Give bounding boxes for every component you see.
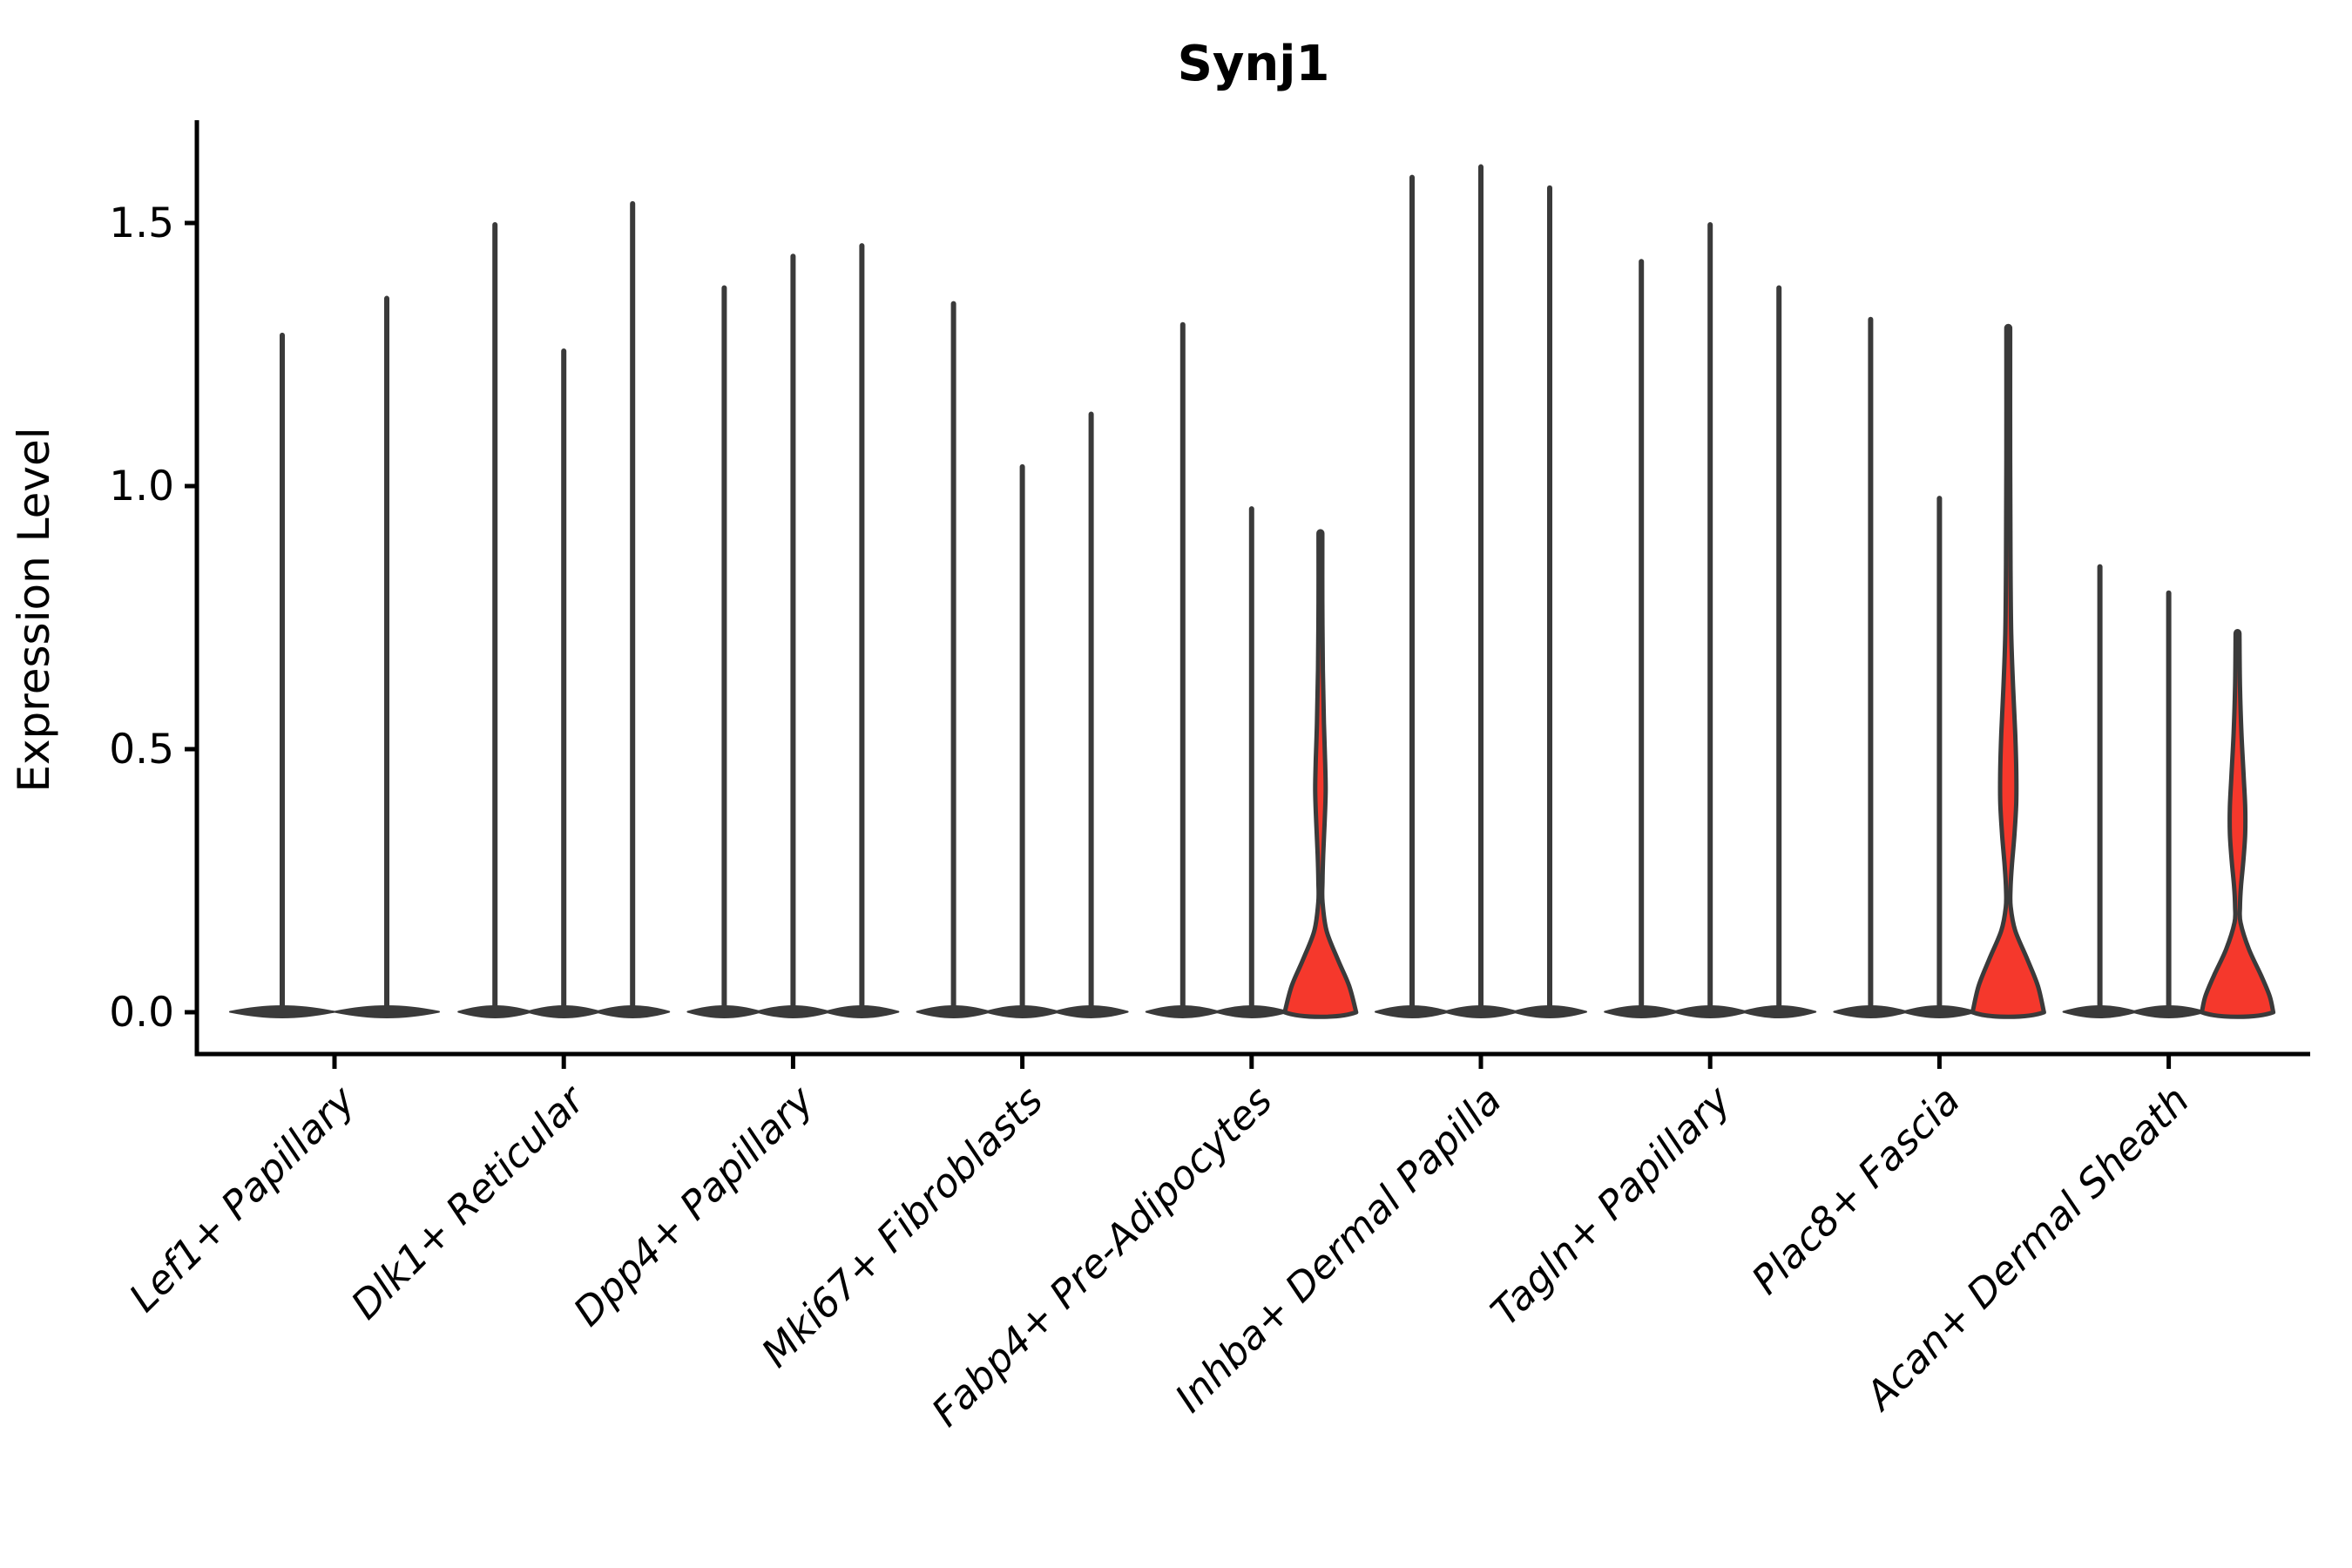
violin-base (1833, 1005, 1909, 1018)
violin-base (1604, 1005, 1680, 1018)
violin-highlighted (1970, 323, 2046, 1019)
violin-base (1512, 1005, 1587, 1018)
x-tick-label: Dlk1+ Reticular (342, 1076, 595, 1328)
violin-base (824, 1005, 900, 1018)
violin-base (526, 1005, 602, 1018)
violin-base (1145, 1005, 1220, 1018)
violin-base (1741, 1005, 1817, 1018)
violin-base (755, 1005, 831, 1018)
violin-base (1213, 1005, 1289, 1018)
y-axis-ticks: 0.0 0.5 1.0 1.5 (109, 199, 197, 1037)
chart-title: Synj1 (1178, 36, 1330, 92)
violin-base (916, 1005, 991, 1018)
violin-base (1375, 1005, 1450, 1018)
violin-base (595, 1005, 671, 1018)
violin-base (1902, 1005, 1977, 1018)
violin-base (229, 1005, 335, 1018)
violin-base (1053, 1005, 1129, 1018)
violin-highlighted (2200, 629, 2276, 1019)
violin-highlighted (1282, 529, 1359, 1019)
y-tick-label: 1.5 (109, 199, 174, 247)
violins-layer (229, 164, 2276, 1019)
violin-base (1443, 1005, 1518, 1018)
y-tick-label: 0.0 (109, 989, 174, 1037)
violin-base (686, 1005, 762, 1018)
x-tick-label: Lef1+ Papillary (120, 1076, 365, 1321)
violin-base (2131, 1005, 2207, 1018)
violin-base (984, 1005, 1060, 1018)
violin-base (334, 1005, 440, 1018)
violin-base (457, 1005, 533, 1018)
y-tick-label: 0.5 (109, 726, 174, 774)
x-tick-label: Tagln+ Papillary (1482, 1076, 1740, 1335)
y-axis-label: Expression Level (9, 427, 59, 792)
y-tick-label: 1.0 (109, 463, 174, 510)
x-tick-label: Plac8+ Fascia (1742, 1077, 1969, 1303)
violin-base (2062, 1005, 2138, 1018)
x-tick-label: Dpp4+ Papillary (564, 1076, 823, 1335)
violin-base (1673, 1005, 1748, 1018)
